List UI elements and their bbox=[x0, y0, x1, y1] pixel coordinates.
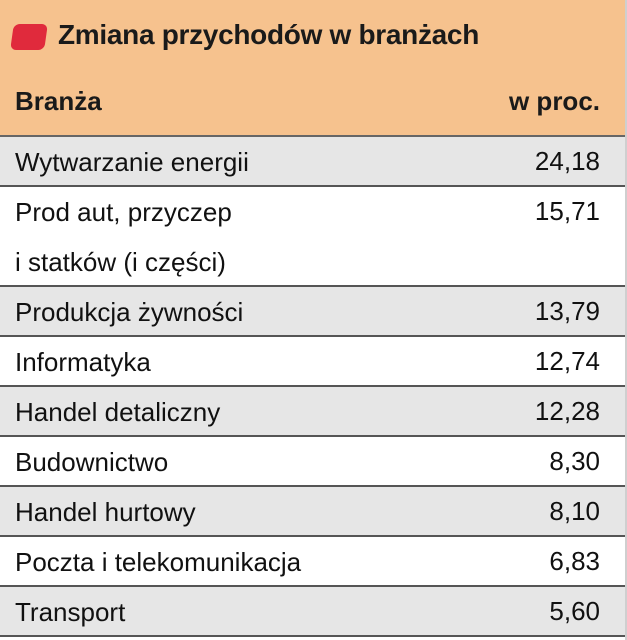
table-row: Produkcja żywności 13,79 bbox=[0, 287, 625, 337]
table-row: Handel hurtowy 8,10 bbox=[0, 487, 625, 537]
title-icon bbox=[10, 24, 48, 50]
column-header: Branża bbox=[15, 86, 102, 116]
row-value: 15,71 bbox=[534, 196, 600, 226]
row-value: 12,28 bbox=[534, 396, 600, 426]
table-row: Prod aut, przyczep i statków (i części) 1… bbox=[0, 187, 625, 287]
table-row: Wytwarzanie energii 24,18 bbox=[0, 137, 625, 187]
row-label: Transport bbox=[15, 597, 126, 627]
row-label: Poczta i telekomunikacja bbox=[15, 547, 302, 577]
row-value: 8,30 bbox=[549, 446, 600, 476]
row-label: Handel detaliczny bbox=[15, 397, 221, 427]
row-label: Wytwarzanie energii bbox=[15, 147, 249, 177]
row-value: 8,10 bbox=[549, 496, 600, 526]
row-label: Budownictwo bbox=[15, 447, 169, 477]
title: Zmiana przychodów w branżach bbox=[58, 19, 480, 50]
row-label: Informatyka bbox=[15, 347, 151, 377]
row-label: Handel hurtowy bbox=[15, 497, 196, 527]
table-row: Handel detaliczny 12,28 bbox=[0, 387, 625, 437]
row-label: Produkcja żywności bbox=[15, 297, 244, 327]
table-row: Transport 5,60 bbox=[0, 587, 625, 637]
row-label: Prod aut, przyczep i statków (i części) bbox=[15, 197, 232, 277]
table-row: Poczta i telekomunikacja 6,83 bbox=[0, 537, 625, 587]
table-row: Informatyka 12,74 bbox=[0, 337, 625, 387]
table-body: Wytwarzanie energii 24,18 Prod aut, przycz… bbox=[0, 137, 625, 637]
row-value: 24,18 bbox=[534, 146, 600, 176]
row-value: 5,60 bbox=[549, 596, 600, 626]
column-header: w proc. bbox=[508, 86, 600, 116]
header: Zmiana przychodów w branżach Branża w pr… bbox=[0, 0, 625, 137]
row-value: 12,74 bbox=[534, 346, 600, 376]
table-row: Budownictwo 8,30 bbox=[0, 437, 625, 487]
row-value: 6,83 bbox=[549, 546, 600, 576]
row-value: 13,79 bbox=[534, 296, 600, 326]
